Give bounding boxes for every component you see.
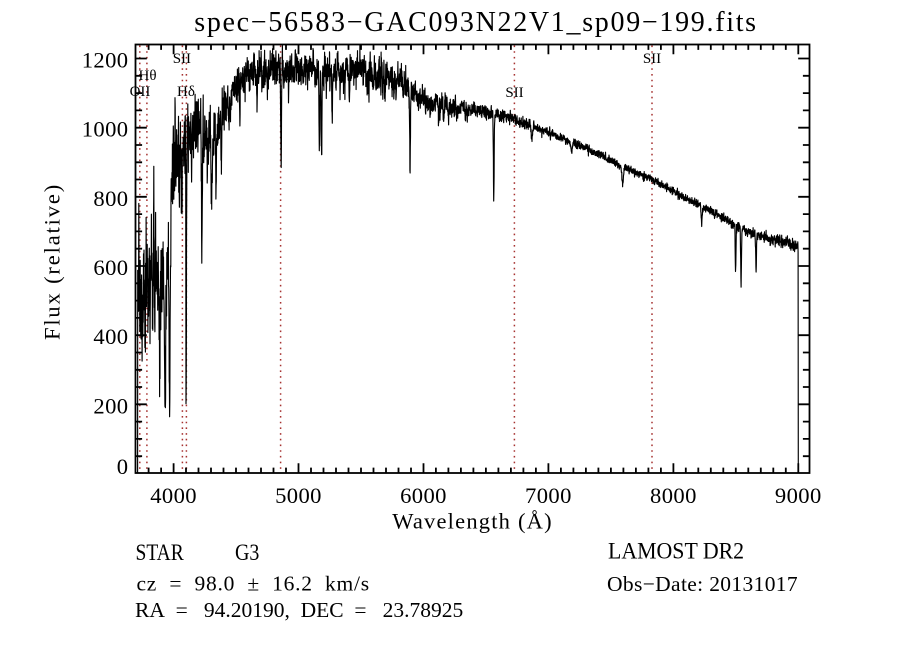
svg-text:Flux (relative): Flux (relative) xyxy=(40,183,65,340)
svg-text:1200: 1200 xyxy=(82,48,129,73)
svg-text:spec−56583−GAC093N22V1_sp09−19: spec−56583−GAC093N22V1_sp09−199.fits xyxy=(194,7,758,38)
svg-text:cz = 98.0 ± 16.2 km/s: cz = 98.0 ± 16.2 km/s xyxy=(137,572,370,596)
svg-text:SII: SII xyxy=(173,51,191,67)
svg-text:Hδ: Hδ xyxy=(177,84,195,100)
svg-text:SII: SII xyxy=(505,85,523,101)
svg-text:8000: 8000 xyxy=(650,483,697,508)
svg-text:OII: OII xyxy=(130,84,151,100)
svg-text:600: 600 xyxy=(93,255,128,280)
svg-text:5000: 5000 xyxy=(275,483,322,508)
svg-text:SII: SII xyxy=(643,51,661,67)
svg-text:Wavelength (Å): Wavelength (Å) xyxy=(392,509,553,534)
svg-text:0: 0 xyxy=(117,454,129,479)
svg-text:LAMOST DR2: LAMOST DR2 xyxy=(608,538,744,564)
svg-text:Obs−Date: 20131017: Obs−Date: 20131017 xyxy=(607,572,798,596)
svg-text:400: 400 xyxy=(93,324,128,349)
svg-text:9000: 9000 xyxy=(775,483,822,508)
svg-text:G3: G3 xyxy=(235,540,259,566)
svg-text:4000: 4000 xyxy=(150,483,197,508)
svg-text:STAR: STAR xyxy=(135,539,184,565)
svg-text:7000: 7000 xyxy=(525,483,572,508)
svg-text:Hθ: Hθ xyxy=(138,68,156,84)
svg-text:200: 200 xyxy=(93,393,128,418)
svg-text:800: 800 xyxy=(93,186,128,211)
svg-text:RA = 94.20190, DEC = 23: RA = 94.20190, DEC = 23.78925 xyxy=(135,598,463,622)
svg-text:1000: 1000 xyxy=(82,117,129,142)
svg-text:6000: 6000 xyxy=(400,483,447,508)
